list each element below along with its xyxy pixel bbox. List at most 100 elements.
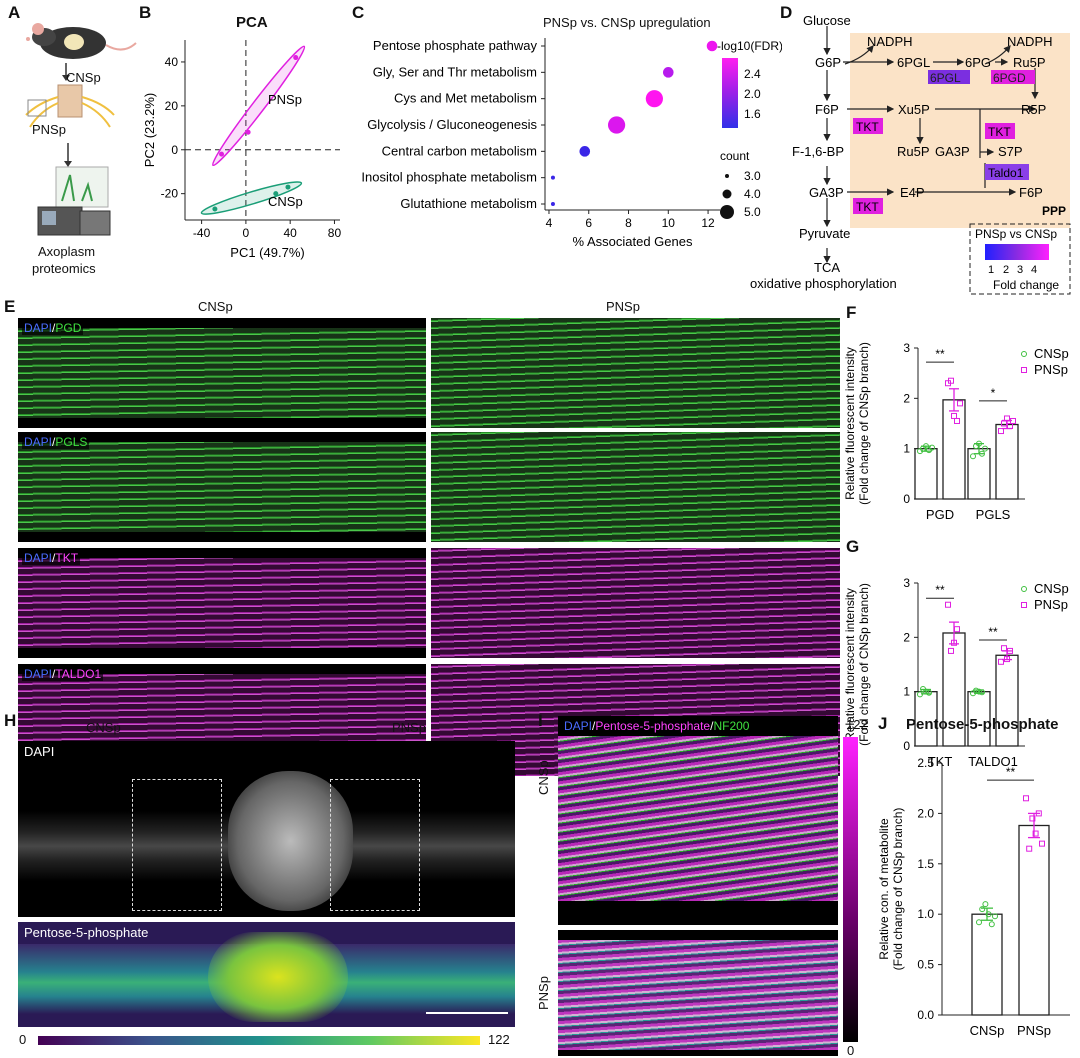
j-title: Pentose-5-phosphate xyxy=(906,716,1059,733)
go-size-legend-tick: 3.0 xyxy=(744,169,761,183)
i-scale-max: 122 xyxy=(846,717,868,732)
go-xtick-label: 6 xyxy=(585,216,592,230)
bar-point-pnsp xyxy=(998,428,1004,435)
ppp-diagram: Glucose G6P NADPH 6PGL 6PG NADPH Ru5P 6P… xyxy=(750,13,1071,295)
bar-point-pnsp xyxy=(945,601,951,608)
svg-text:Ru5P: Ru5P xyxy=(897,144,930,159)
h-cnsp-label: CNSp xyxy=(86,720,121,735)
bar-sig-label: ** xyxy=(935,583,945,597)
bar-ytick-label: 2 xyxy=(903,391,910,405)
j-ytick-label: 2.5 xyxy=(917,756,934,770)
j-point-cnsp xyxy=(992,913,998,920)
pca-ytick-label: 40 xyxy=(165,55,179,69)
pca-xtick-label: 0 xyxy=(243,226,250,240)
go-xlabel: % Associated Genes xyxy=(573,234,693,249)
j-sig-label: ** xyxy=(1006,765,1016,779)
bar-point-pnsp xyxy=(1007,647,1013,654)
svg-text:TKT: TKT xyxy=(988,125,1011,139)
panel-a-cnsp-label: CNSp xyxy=(66,70,101,85)
i-metabolite: Pentose-5-phosphate xyxy=(595,719,711,733)
pca-chart: -40 0 40 80 40 20 0 -20 PC1 (49.7%) PC2 (23.2%) PN… xyxy=(142,40,342,260)
bar-cnsp xyxy=(914,448,938,500)
svg-text:NADPH: NADPH xyxy=(867,34,913,49)
bar-point-cnsp xyxy=(923,688,929,695)
svg-text:2: 2 xyxy=(1003,264,1009,276)
mouse-schematic xyxy=(25,23,137,236)
bar-sig-label: ** xyxy=(935,347,945,361)
svg-text:NADPH: NADPH xyxy=(1007,34,1053,49)
bar-category-label: PGLS xyxy=(976,507,1011,522)
e-label-sep: / xyxy=(52,435,56,449)
e-col-pnsp: PNSp xyxy=(606,299,640,314)
svg-text:Taldo1: Taldo1 xyxy=(988,166,1024,180)
bar-ylabel-1: Relative fluorescent intensity xyxy=(843,347,857,500)
bar-point-pnsp xyxy=(954,417,960,424)
i-nf200: NF200 xyxy=(713,719,750,733)
svg-text:E4P: E4P xyxy=(900,185,925,200)
j-point-cnsp xyxy=(982,901,989,908)
go-size-legend-dot xyxy=(725,174,729,178)
pca-point-cnsp xyxy=(212,206,218,212)
svg-text:6PG: 6PG xyxy=(965,55,991,70)
j-point-cnsp xyxy=(988,921,995,928)
go-xtick-label: 8 xyxy=(625,216,632,230)
bar-point-pnsp xyxy=(1010,417,1016,424)
bar-ytick-label: 3 xyxy=(903,341,910,355)
go-size-legend-dot xyxy=(722,189,732,199)
go-category-label: Central carbon metabolism xyxy=(382,143,537,158)
e-image-pnsp-pgls xyxy=(431,432,840,542)
j-bar-pnsp xyxy=(1018,824,1050,1016)
legend-label-pnsp: PNSp xyxy=(1034,597,1068,612)
pca-xtick-label: -40 xyxy=(193,226,211,240)
bar-point-cnsp xyxy=(929,444,935,451)
svg-text:Glucose: Glucose xyxy=(803,13,851,28)
bar-ylabel-2: (Fold change of CNSp branch) xyxy=(857,583,871,746)
bar-point-pnsp xyxy=(954,626,960,633)
i-scale-min: 0 xyxy=(847,1043,855,1058)
panel-f-letter: F xyxy=(846,303,857,322)
pca-xtick-label: 80 xyxy=(328,226,342,240)
svg-text:6PGL: 6PGL xyxy=(930,71,961,85)
bar-point-cnsp xyxy=(976,688,982,695)
bar-point-cnsp xyxy=(982,445,988,452)
e-image-pnsp-pgd xyxy=(431,318,840,428)
pca-xtick-label: 40 xyxy=(283,226,297,240)
pca-group-pnsp: PNSp xyxy=(268,92,302,107)
j-ylabel-1: Relative con. of metabolite xyxy=(877,818,891,960)
panel-a-pnsp-label: PNSp xyxy=(32,122,66,137)
bar-ytick-label: 2 xyxy=(903,630,910,644)
e-image-pnsp-tkt xyxy=(431,548,840,658)
j-point-pnsp xyxy=(1032,830,1039,837)
go-dot xyxy=(645,90,663,108)
bar-category-label: TKT xyxy=(928,754,953,769)
svg-text:TCA: TCA xyxy=(814,260,840,275)
j-ytick-label: 0.0 xyxy=(917,1008,934,1022)
bar-ylabel-2: (Fold change of CNSp branch) xyxy=(857,342,871,505)
go-category-label: Glutathione metabolism xyxy=(400,196,537,211)
bar-point-cnsp xyxy=(970,453,976,460)
i-colorbar xyxy=(843,737,858,1042)
go-legend-color-title: -log10(FDR) xyxy=(717,39,782,53)
e-label-dapi: DAPI xyxy=(24,667,53,681)
bar-ytick-label: 0 xyxy=(903,492,910,506)
pca-point-cnsp xyxy=(273,191,279,197)
legend-marker-cnsp xyxy=(1021,351,1027,357)
bar-category-label: PGD xyxy=(926,507,954,522)
go-dot xyxy=(706,40,718,52)
bar-ytick-label: 3 xyxy=(903,576,910,590)
go-xtick-label: 4 xyxy=(546,216,553,230)
pca-group-cnsp: CNSp xyxy=(268,194,303,209)
go-category-label: Inositol phosphate metabolism xyxy=(361,170,537,185)
svg-text:F6P: F6P xyxy=(815,102,839,117)
bar-point-pnsp xyxy=(1004,415,1010,422)
j-point-cnsp xyxy=(979,906,986,913)
bar-sig-label: ** xyxy=(988,625,998,639)
go-dot xyxy=(550,202,555,206)
i-row-cnsp: CNSp xyxy=(536,760,551,795)
j-point-pnsp xyxy=(1023,795,1029,802)
j-point-pnsp xyxy=(1029,815,1036,822)
svg-text:6PGL: 6PGL xyxy=(897,55,930,70)
svg-text:3: 3 xyxy=(1017,264,1023,276)
j-ytick-label: 1.0 xyxy=(917,907,934,921)
